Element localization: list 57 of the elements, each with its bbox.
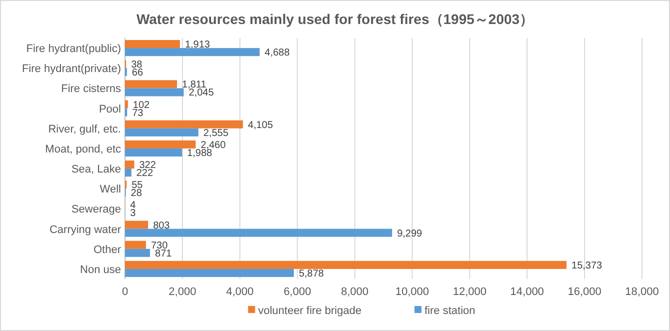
x-tick-label: 14,000 — [510, 286, 544, 298]
bar — [125, 100, 128, 108]
data-label: 2,555 — [203, 128, 229, 139]
y-tick-label: River, gulf, etc. — [48, 123, 121, 136]
y-tick-label: Fire hydrant(public) — [26, 43, 121, 56]
x-tick-label: 2,000 — [168, 286, 196, 298]
data-label: 15,373 — [572, 260, 603, 272]
bar — [125, 228, 392, 237]
bar — [125, 148, 182, 156]
y-tick-label: Non use — [80, 264, 121, 276]
data-label: 66 — [132, 68, 144, 79]
bar — [125, 268, 294, 277]
x-tick-label: 18,000 — [625, 286, 659, 298]
x-tick-label: 12,000 — [452, 286, 486, 298]
bar — [125, 120, 243, 128]
bar — [125, 260, 567, 269]
legend-label: volunteer fire brigade — [258, 305, 362, 317]
data-label: 4,688 — [264, 48, 290, 59]
data-label: 3 — [130, 208, 136, 220]
data-label: 871 — [155, 248, 172, 260]
data-label: 803 — [153, 220, 170, 232]
x-tick-label: 8,000 — [341, 286, 369, 298]
x-tick-label: 4,000 — [226, 286, 254, 298]
data-label: 222 — [136, 168, 154, 180]
data-label: 2,045 — [188, 88, 214, 99]
y-tick-label: Sea, Lake — [71, 164, 121, 176]
bar — [125, 80, 178, 88]
x-tick-label: 6,000 — [284, 286, 312, 298]
bar — [125, 48, 260, 56]
data-label: 73 — [132, 108, 144, 119]
x-tick-label: 0 — [122, 286, 128, 298]
x-tick-label: 16,000 — [568, 286, 602, 298]
y-tick-label: Other — [93, 244, 122, 256]
chart-title: Water resources mainly used for forest fires（1995～2003） — [136, 11, 534, 27]
bar — [125, 168, 132, 177]
bar — [125, 240, 146, 249]
data-label: 28 — [130, 188, 142, 200]
y-tick-label: Fire hydrant(private) — [22, 63, 121, 76]
data-label: 5,878 — [298, 268, 324, 280]
data-label: 4,105 — [248, 120, 274, 131]
y-tick-label: Pool — [98, 103, 121, 116]
y-tick-label: Carrying water — [49, 224, 122, 236]
bar — [125, 248, 150, 257]
bar — [125, 220, 148, 229]
bar — [125, 88, 184, 96]
y-tick-label: Moat, pond, etc — [45, 143, 122, 156]
bar — [125, 40, 180, 48]
bar — [125, 160, 134, 169]
y-tick-label: Fire cisterns — [61, 83, 122, 96]
legend-label: fire station — [424, 305, 476, 317]
x-tick-label: 10,000 — [395, 286, 430, 298]
bar — [125, 140, 196, 148]
y-tick-label: Sewerage — [71, 204, 121, 216]
data-label: 9,299 — [397, 228, 423, 240]
bar — [125, 128, 198, 136]
data-label: 1,913 — [184, 40, 210, 51]
y-tick-label: Well — [100, 184, 121, 196]
